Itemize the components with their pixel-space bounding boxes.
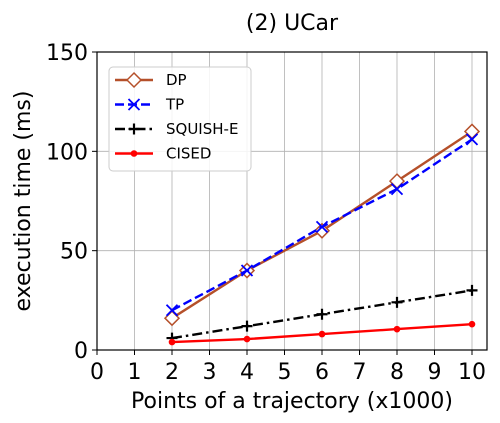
y-tick-label: 0 [74, 339, 88, 364]
data-point-tp [315, 220, 329, 233]
x-tick-label: 7 [353, 360, 367, 385]
legend-marker-tp [127, 98, 141, 111]
legend-marker-squish-e [128, 123, 140, 135]
data-point-tp [165, 304, 179, 317]
legend-item-dp: DP [115, 71, 187, 89]
series-layer [163, 123, 481, 346]
data-point-dp [163, 310, 181, 327]
x-tick-label: 8 [390, 360, 404, 385]
data-point-squish-e [316, 308, 328, 320]
data-point-dp [463, 123, 481, 140]
x-tick-label: 9 [428, 360, 442, 385]
data-point-squish-e [391, 296, 403, 308]
series-squish-e [166, 284, 478, 344]
y-tick-label: 100 [46, 140, 88, 165]
legend-marker-cised [130, 150, 138, 157]
series-cised [168, 320, 476, 346]
data-point-dp [313, 222, 331, 239]
y-tick-label: 50 [60, 240, 88, 265]
legend-box [108, 66, 252, 172]
data-point-cised [468, 320, 476, 328]
legend-label-dp: DP [166, 71, 187, 89]
data-point-squish-e [241, 320, 253, 332]
data-point-tp [240, 264, 254, 277]
x-tick-label: 5 [278, 360, 292, 385]
x-tick-label: 4 [240, 360, 254, 385]
data-point-cised [318, 330, 326, 338]
series-tp [165, 133, 479, 317]
x-tick-label: 1 [128, 360, 142, 385]
legend-item-squish-e: SQUISH-E [115, 120, 238, 138]
data-point-squish-e [466, 284, 478, 296]
legend: DP TP SQUISH-E CISED [108, 66, 252, 172]
data-point-cised [393, 325, 401, 333]
legend-label-cised: CISED [166, 145, 211, 163]
x-tick-label: 0 [90, 360, 104, 385]
y-axis-label: execution time (ms) [11, 91, 36, 312]
y-tick-label: 150 [46, 41, 88, 66]
x-tick-label: 6 [315, 360, 329, 385]
data-point-cised [243, 335, 251, 343]
plot-frame [96, 51, 488, 351]
legend-label-tp: TP [165, 96, 184, 114]
chart-title: (2) UCar [246, 11, 339, 36]
data-point-tp [465, 133, 479, 146]
data-point-tp [390, 182, 404, 196]
x-tick-label: 3 [203, 360, 217, 385]
x-axis-label: Points of a trajectory (x1000) [131, 389, 453, 414]
x-tick-label: 10 [458, 360, 486, 385]
x-tick-label: 2 [165, 360, 179, 385]
data-point-cised [168, 338, 176, 346]
legend-item-tp: TP [115, 96, 184, 114]
legend-item-cised: CISED [115, 145, 211, 163]
legend-marker-dp [125, 71, 143, 89]
legend-label-squish-e: SQUISH-E [166, 120, 238, 138]
